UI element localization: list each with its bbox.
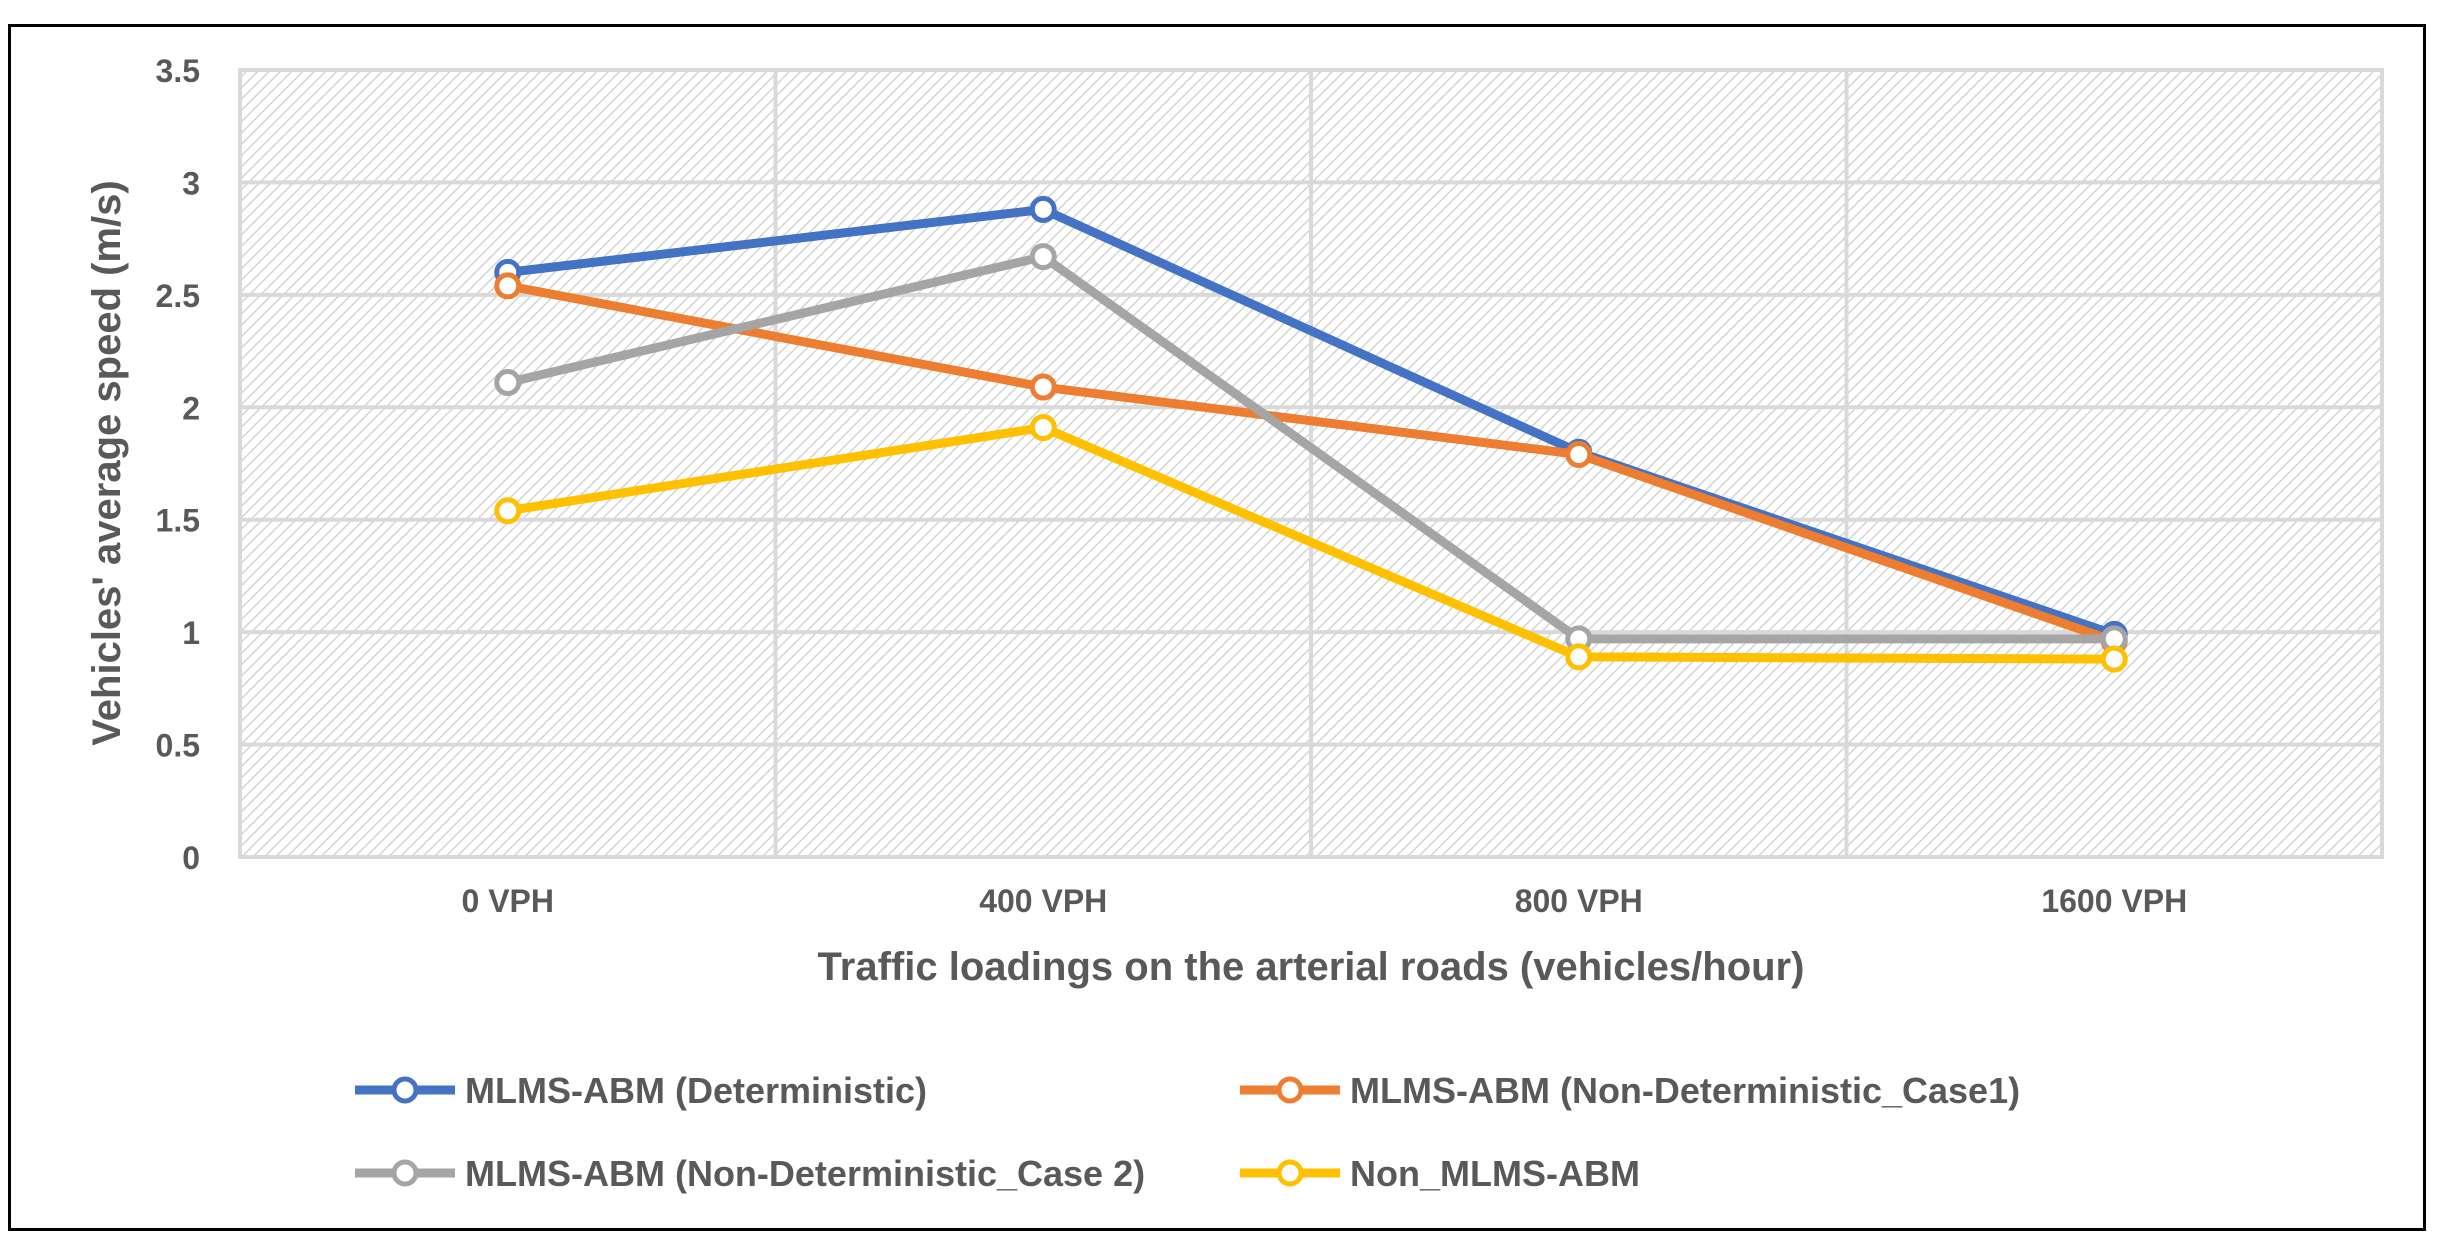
- data-point: [1565, 643, 1593, 671]
- y-tick-label: 3: [182, 165, 200, 201]
- y-tick-label: 0: [182, 840, 200, 876]
- legend-label: MLMS-ABM (Non-Deterministic_Case 2): [465, 1153, 1145, 1194]
- data-point: [1029, 195, 1057, 223]
- y-tick-label: 2.5: [156, 278, 200, 314]
- y-tick-label: 1: [182, 615, 200, 651]
- data-point: [494, 497, 522, 525]
- y-tick-label: 1.5: [156, 503, 200, 539]
- legend-marker: [391, 1076, 419, 1104]
- x-axis-label: Traffic loadings on the arterial roads (…: [818, 945, 1805, 989]
- data-point: [1029, 243, 1057, 271]
- data-point: [2100, 645, 2128, 673]
- legend-item: MLMS-ABM (Non-Deterministic_Case1): [1240, 1070, 2020, 1111]
- legend-label: MLMS-ABM (Deterministic): [465, 1070, 927, 1111]
- x-tick-label: 800 VPH: [1515, 883, 1643, 919]
- legend-item: MLMS-ABM (Non-Deterministic_Case 2): [355, 1153, 1145, 1194]
- series-line: [503, 281, 2119, 646]
- y-axis-ticks: 0 0.5 1 1.5 2 2.5 3 3.5: [156, 53, 200, 876]
- legend-item: MLMS-ABM (Deterministic): [355, 1070, 927, 1111]
- y-axis-label: Vehicles' average speed (m/s): [85, 180, 129, 745]
- x-tick-label: 0 VPH: [462, 883, 554, 919]
- legend-marker: [1276, 1076, 1304, 1104]
- x-axis-ticks: 0 VPH 400 VPH 800 VPH 1600 VPH: [462, 883, 2188, 919]
- legend: MLMS-ABM (Deterministic) MLMS-ABM (Non-De…: [355, 1070, 2020, 1194]
- legend-marker: [1276, 1159, 1304, 1187]
- legend-item: Non_MLMS-ABM: [1240, 1153, 1640, 1194]
- legend-marker: [391, 1159, 419, 1187]
- gridlines: [240, 68, 2382, 859]
- x-tick-label: 400 VPH: [979, 883, 1107, 919]
- legend-label: Non_MLMS-ABM: [1350, 1153, 1640, 1194]
- series-line: [503, 252, 2119, 644]
- data-point: [1565, 441, 1593, 469]
- series-line: [503, 423, 2119, 664]
- data-point: [1029, 373, 1057, 401]
- series-3: [494, 243, 2128, 653]
- series-4: [494, 414, 2128, 673]
- y-tick-label: 2: [182, 390, 200, 426]
- legend-label: MLMS-ABM (Non-Deterministic_Case1): [1350, 1070, 2020, 1111]
- y-tick-label: 3.5: [156, 53, 200, 89]
- y-tick-label: 0.5: [156, 728, 200, 764]
- series-group: [494, 195, 2128, 673]
- data-point: [1029, 414, 1057, 442]
- data-point: [494, 272, 522, 300]
- data-point: [494, 369, 522, 397]
- x-tick-label: 1600 VPH: [2041, 883, 2187, 919]
